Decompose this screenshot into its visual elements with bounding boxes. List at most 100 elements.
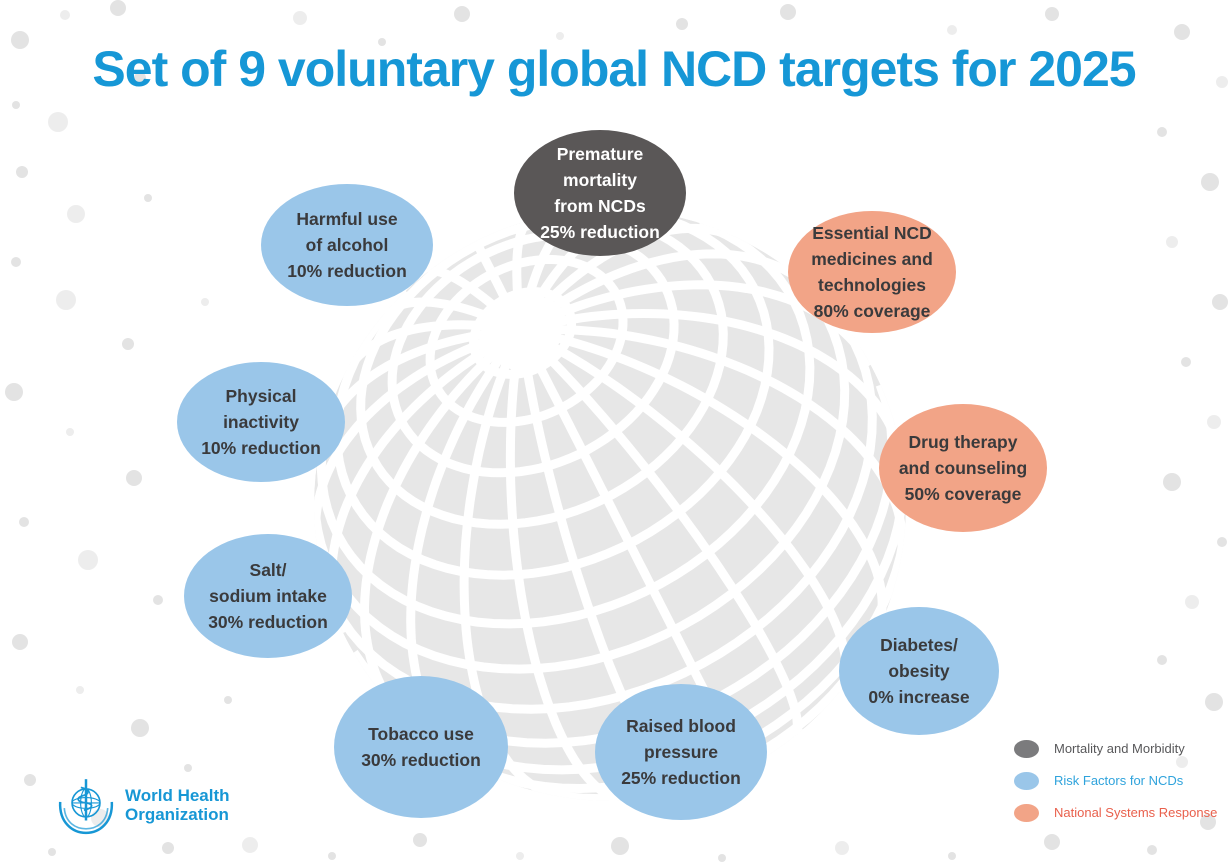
background-dot bbox=[1181, 357, 1191, 367]
background-dot bbox=[67, 205, 85, 223]
background-dot bbox=[224, 696, 232, 704]
legend-item-risk: Risk Factors for NCDs bbox=[1014, 771, 1217, 790]
background-dot bbox=[66, 428, 74, 436]
background-dot bbox=[1185, 595, 1199, 609]
bubble-line: Drug therapy bbox=[908, 431, 1018, 452]
background-dot bbox=[454, 6, 470, 22]
background-dot bbox=[1174, 24, 1190, 40]
background-dot bbox=[378, 38, 386, 46]
bubble-line: obesity bbox=[888, 660, 950, 681]
background-dot bbox=[184, 764, 192, 772]
legend-swatch bbox=[1014, 803, 1039, 822]
background-dot bbox=[1157, 127, 1167, 137]
bubble-line: 10% reduction bbox=[287, 261, 407, 282]
background-dot bbox=[56, 290, 76, 310]
background-dot bbox=[413, 833, 427, 847]
page-title: Set of 9 voluntary global NCD targets fo… bbox=[92, 41, 1136, 97]
bubble-drug-therapy: Drug therapy and counseling 50% coverage bbox=[879, 404, 1047, 532]
background-dot bbox=[1216, 76, 1228, 88]
background-dot bbox=[131, 719, 149, 737]
background-dot bbox=[11, 257, 21, 267]
background-dot bbox=[676, 18, 688, 30]
background-dot bbox=[1201, 173, 1219, 191]
background-dot bbox=[1045, 7, 1059, 21]
background-dot bbox=[78, 550, 98, 570]
background-dot bbox=[144, 194, 152, 202]
background-dot bbox=[1200, 814, 1216, 830]
background-dot bbox=[12, 101, 20, 109]
background-dot bbox=[76, 686, 84, 694]
legend-swatch bbox=[1014, 771, 1039, 790]
background-dot bbox=[60, 10, 70, 20]
background-dot bbox=[1166, 236, 1178, 248]
background-dot bbox=[947, 25, 957, 35]
background-dot bbox=[1207, 415, 1221, 429]
bubble-line: of alcohol bbox=[305, 234, 389, 255]
background-dot bbox=[556, 32, 564, 40]
background-dot bbox=[48, 112, 68, 132]
bubble-line: Salt/ bbox=[249, 559, 287, 580]
background-dot bbox=[24, 774, 36, 786]
bubble-line: 50% coverage bbox=[904, 484, 1022, 505]
background-dot bbox=[1163, 473, 1181, 491]
legend-item-mortality: Mortality and Morbidity bbox=[1014, 739, 1217, 758]
background-dot bbox=[835, 841, 849, 855]
background-dot bbox=[48, 848, 56, 856]
bubble-line: Tobacco use bbox=[368, 723, 474, 744]
bubble-line: Physical bbox=[225, 385, 297, 406]
background-dot bbox=[1147, 845, 1157, 855]
who-logo-line2: Organization bbox=[125, 805, 229, 824]
legend-label: National Systems Response bbox=[1054, 805, 1218, 820]
background-dot bbox=[134, 72, 146, 84]
background-dot bbox=[11, 31, 29, 49]
background-dot bbox=[718, 854, 726, 862]
background-dot bbox=[1205, 693, 1223, 711]
bubble-harmful-alcohol: Harmful use of alcohol 10% reduction bbox=[261, 184, 433, 306]
background-dot bbox=[1212, 294, 1228, 310]
bubble-line: technologies bbox=[818, 275, 926, 295]
bubble-premature-mortality: Premature mortality from NCDs 25% reduction bbox=[514, 130, 686, 256]
legend-label: Risk Factors for NCDs bbox=[1054, 773, 1184, 788]
background-dot bbox=[1217, 537, 1227, 547]
bubble-line: 25% reduction bbox=[540, 222, 660, 243]
bubble-line: 0% increase bbox=[868, 687, 970, 708]
bubble-line: pressure bbox=[644, 741, 718, 762]
background-dot bbox=[242, 837, 258, 853]
background-dot bbox=[1157, 655, 1167, 665]
background-dot bbox=[328, 852, 336, 860]
background-dot bbox=[1044, 834, 1060, 850]
bubble-diabetes-obesity: Diabetes/obesity 0% increase bbox=[839, 607, 999, 735]
bubble-raised-blood-pressure: Raised blood pressure 25% reduction bbox=[595, 684, 767, 820]
bubble-line: 10% reduction bbox=[201, 438, 321, 459]
bubble-line: Diabetes/ bbox=[880, 634, 958, 655]
legend: Mortality and Morbidity Risk Factors for … bbox=[1014, 739, 1217, 835]
background-dot bbox=[948, 852, 956, 860]
background-dot bbox=[19, 517, 29, 527]
bubble-line: Premature bbox=[556, 143, 644, 164]
bubble-line: Essential NCD bbox=[812, 222, 932, 243]
background-dot bbox=[153, 595, 163, 605]
who-logo: World Health Organization bbox=[55, 774, 230, 836]
bubble-line: 30% reduction bbox=[361, 750, 481, 770]
background-dot bbox=[611, 837, 629, 855]
legend-item-response: National Systems Response bbox=[1014, 803, 1217, 822]
who-logo-text: World Health Organization bbox=[125, 786, 230, 824]
background-dot bbox=[126, 470, 142, 486]
background-dot bbox=[16, 166, 28, 178]
background-dot bbox=[122, 338, 134, 350]
bubble-essential-medicines: Essential NCD medicines and technologies 80… bbox=[788, 211, 956, 333]
bubble-line: Raised blood bbox=[626, 715, 736, 736]
background-dot bbox=[780, 4, 796, 20]
bubble-physical-inactivity: Physical inactivity 10% reduction bbox=[177, 362, 345, 482]
bubble-line: 30% reduction bbox=[208, 612, 328, 633]
who-emblem-icon bbox=[58, 779, 114, 835]
background-dot bbox=[162, 842, 174, 854]
bubble-line: from NCDs bbox=[554, 196, 646, 216]
background-dot bbox=[516, 852, 524, 860]
who-logo-line1: World Health bbox=[125, 785, 230, 805]
bubble-line: 25% reduction bbox=[621, 768, 741, 789]
background-dot bbox=[201, 298, 209, 306]
bubble-line: medicines and bbox=[811, 248, 933, 269]
bubble-line: and counseling bbox=[898, 457, 1028, 478]
